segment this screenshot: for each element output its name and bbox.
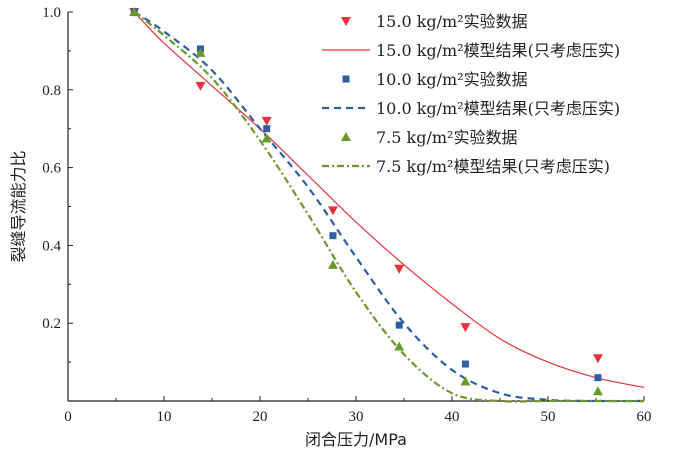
legend-item-0: 15.0 kg/m²实验数据	[341, 12, 528, 31]
x-tick-label: 50	[541, 409, 556, 425]
axes: 0 10 20 30 40 50 60 0.2 0.4 0.6 0.8 1.0	[42, 5, 651, 425]
y-tick-label: 0.8	[42, 83, 61, 99]
legend-marker-4	[341, 132, 351, 141]
data-point-s2-5	[461, 360, 469, 368]
data-point-s2-6	[594, 374, 602, 382]
legend-marker-0	[341, 17, 351, 26]
legend-label-4: 7.5 kg/m²实验数据	[376, 128, 517, 147]
data-point-s0-5	[460, 323, 471, 333]
y-axis-label: 裂缝导流能力比	[9, 150, 28, 262]
y-tick-label: 0.4	[42, 238, 61, 254]
data-point-s0-2	[261, 116, 272, 126]
legend-label-3: 10.0 kg/m²模型结果(只考虑压实)	[376, 99, 620, 118]
data-point-s2-3	[329, 232, 337, 240]
legend-item-4: 7.5 kg/m²实验数据	[341, 128, 517, 147]
data-point-s2-4	[395, 321, 403, 329]
x-tick-label: 30	[349, 409, 364, 425]
plot-area	[129, 7, 645, 403]
data-point-s4-3	[327, 259, 338, 269]
data-point-s4-0	[129, 7, 140, 16]
legend-item-1: 15.0 kg/m²模型结果(只考虑压实)	[322, 41, 620, 60]
data-point-s0-4	[394, 264, 405, 274]
legend-marker-2	[342, 75, 350, 83]
legend-label-2: 10.0 kg/m²实验数据	[376, 70, 528, 89]
data-point-s0-6	[592, 354, 603, 364]
legend-item-2: 10.0 kg/m²实验数据	[342, 70, 528, 89]
legend-label-0: 15.0 kg/m²实验数据	[376, 12, 528, 31]
x-tick-label: 60	[637, 409, 652, 425]
data-point-s4-1	[195, 47, 206, 57]
x-tick-label: 10	[157, 409, 172, 425]
data-point-s2-2	[263, 125, 271, 133]
legend-label-1: 15.0 kg/m²模型结果(只考虑压实)	[376, 41, 620, 60]
series-line-3	[133, 11, 645, 403]
y-tick-label: 1.0	[42, 5, 61, 21]
legend-label-5: 7.5 kg/m²模型结果(只考虑压实)	[376, 157, 610, 176]
legend: 15.0 kg/m²实验数据 15.0 kg/m²模型结果(只考虑压实) 10.0 …	[322, 12, 620, 176]
x-tick-label: 20	[253, 409, 268, 425]
y-tick-label: 0.6	[42, 161, 61, 177]
data-point-s4-2	[261, 133, 272, 143]
data-point-s0-1	[195, 81, 206, 91]
legend-item-5: 7.5 kg/m²模型结果(只考虑压实)	[322, 157, 610, 176]
x-tick-label: 0	[64, 409, 72, 425]
y-tick-label: 0.2	[42, 316, 61, 332]
data-point-s4-6	[592, 386, 603, 396]
legend-item-3: 10.0 kg/m²模型结果(只考虑压实)	[322, 99, 620, 118]
series-line-1	[133, 11, 645, 388]
data-point-s0-3	[327, 206, 338, 216]
data-point-s4-5	[460, 376, 471, 386]
x-tick-label: 40	[445, 409, 460, 425]
data-point-s4-4	[394, 341, 405, 351]
x-axis-label: 闭合压力/MPa	[305, 430, 407, 449]
